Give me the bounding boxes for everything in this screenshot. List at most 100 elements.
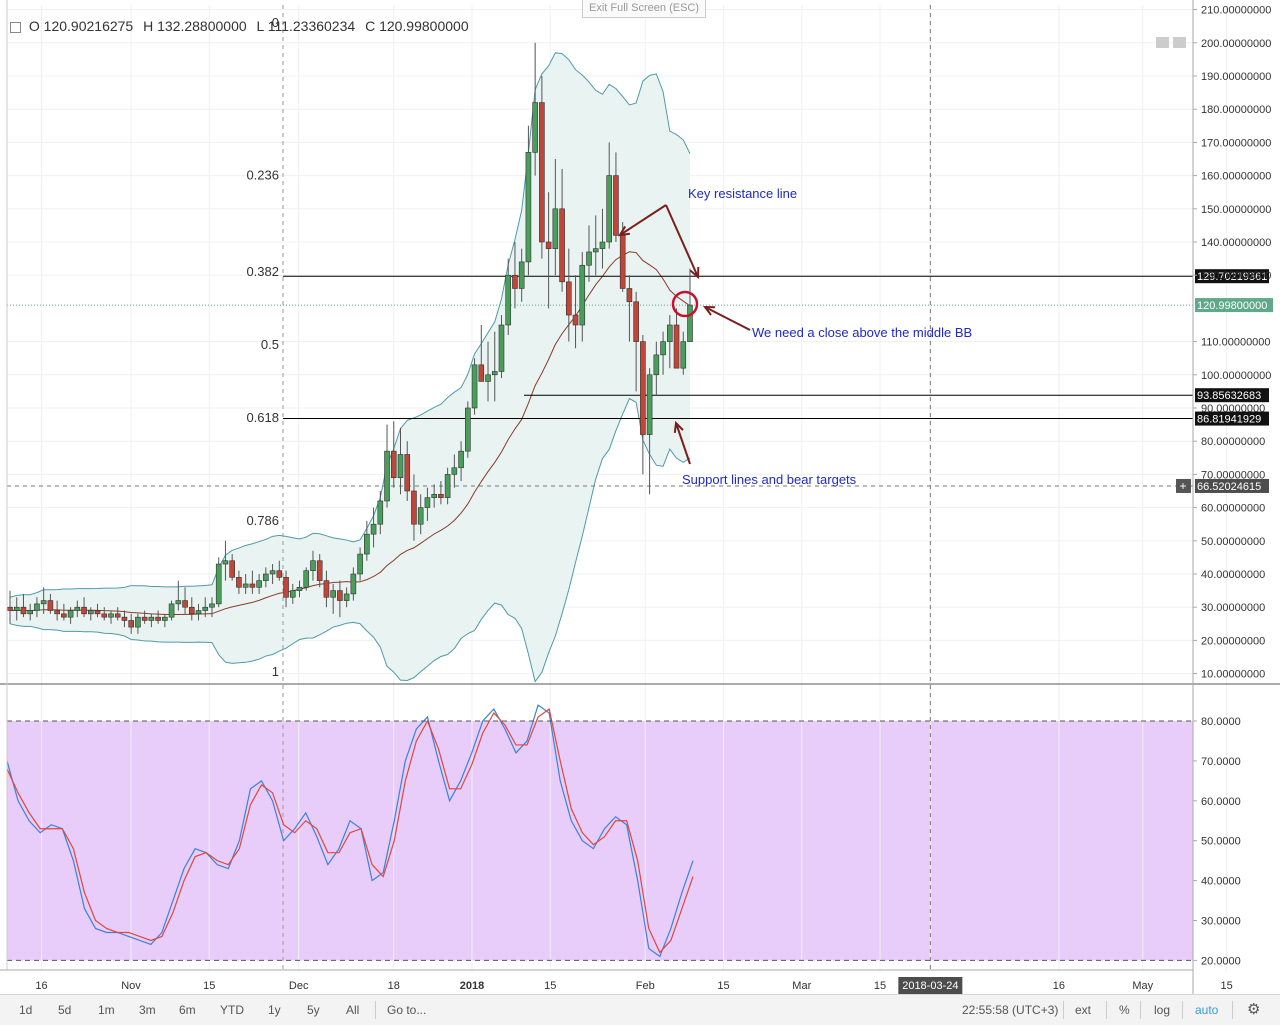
range-5d[interactable]: 5d — [58, 1003, 72, 1017]
annotation-close-above: We need a close above the middle BB — [752, 325, 972, 340]
price-axis-label: 50.00000000 — [1201, 536, 1265, 548]
oscillator-axis-label: 50.0000 — [1201, 836, 1241, 848]
candle-body — [162, 616, 168, 621]
range-1m[interactable]: 1m — [98, 1003, 115, 1017]
fib-label: 0.618 — [246, 410, 279, 425]
toolbar-divider — [1232, 1001, 1233, 1019]
candle-body — [296, 586, 303, 591]
candle-body — [222, 560, 229, 565]
toolbar-divider — [1063, 1001, 1064, 1019]
candle-body — [357, 553, 363, 575]
candle-body — [498, 324, 505, 372]
bollinger-upper-band — [9, 52, 691, 598]
range-1d[interactable]: 1d — [19, 1003, 33, 1017]
current-price-tag-bg — [1195, 298, 1273, 313]
candle-body — [364, 533, 370, 555]
candle-body — [431, 494, 437, 498]
fib-label: 0.236 — [246, 168, 279, 183]
candle-body — [256, 580, 262, 588]
price-label: 93.85632683 — [1197, 390, 1261, 402]
candle-body — [209, 603, 215, 608]
candle-body — [87, 610, 94, 615]
minimize-pane-icon[interactable] — [1156, 37, 1169, 48]
candle-body — [316, 560, 323, 581]
candle-body — [485, 374, 491, 382]
price-axis-label: 70.00000000 — [1201, 469, 1265, 481]
candle-body — [465, 407, 471, 452]
clock-display[interactable]: 22:55:58 (UTC+3) — [962, 1003, 1059, 1017]
crosshair-date-bg — [898, 977, 963, 994]
candle-body — [370, 523, 377, 535]
range-ytd[interactable]: YTD — [220, 1003, 244, 1017]
candle-body — [195, 610, 202, 615]
candle-body — [175, 600, 182, 605]
price-axis-label: 40.00000000 — [1201, 569, 1265, 581]
time-axis-label: Feb — [636, 980, 655, 992]
ext-toggle[interactable]: ext — [1075, 1003, 1092, 1017]
time-axis-label: Nov — [121, 980, 141, 992]
candle-body — [101, 613, 108, 618]
candle-body — [525, 152, 532, 263]
candle-body — [619, 235, 626, 289]
price-axis-label: 60.00000000 — [1201, 503, 1265, 515]
price-axis-label: 110.00000000 — [1201, 337, 1271, 349]
ohlc-legend: O 120.90216275 H 132.28800000 L 111.2336… — [10, 18, 475, 34]
candle-body — [40, 600, 47, 605]
price-axis-label: 30.00000000 — [1201, 602, 1265, 614]
time-axis-label: 15 — [717, 980, 729, 992]
time-axis-label: Dec — [289, 980, 309, 992]
time-axis-label: 15 — [544, 980, 556, 992]
maximize-pane-icon[interactable] — [1173, 37, 1186, 48]
candle-body — [660, 341, 666, 356]
candle-body — [626, 288, 633, 303]
range-5y[interactable]: 5y — [307, 1003, 320, 1017]
oscillator-axis-label: 70.0000 — [1201, 756, 1241, 768]
crosshair-plus-icon: + — [1179, 479, 1186, 493]
gear-icon[interactable]: ⚙ — [1247, 1001, 1261, 1018]
candle-body — [653, 354, 660, 376]
price-axis-label: 100.00000000 — [1201, 370, 1271, 382]
candle-body — [559, 208, 565, 283]
candle-body — [518, 261, 525, 289]
stochastic-band-fill — [7, 721, 1193, 961]
crosshair-date-label: 2018-03-24 — [902, 980, 958, 992]
candle-body — [424, 497, 431, 508]
range-3m[interactable]: 3m — [139, 1003, 156, 1017]
candle-body — [263, 573, 269, 581]
goto-button[interactable]: Go to... — [387, 1003, 427, 1017]
chart-canvas[interactable]: 0 0.236 0.382 0.5 0.618 0.786 1 129.70219361 93.… — [0, 0, 1280, 994]
fib-label: 1 — [272, 664, 279, 679]
fib-label: 0 — [272, 15, 279, 30]
log-toggle[interactable]: log — [1154, 1003, 1171, 1017]
range-all[interactable]: All — [346, 1003, 360, 1017]
candle-body — [249, 583, 256, 588]
candle-body — [505, 274, 512, 326]
price-axis-label: 20.00000000 — [1201, 635, 1265, 647]
range-6m[interactable]: 6m — [179, 1003, 196, 1017]
percent-toggle[interactable]: % — [1119, 1003, 1130, 1017]
price-label: 86.81941929 — [1197, 414, 1261, 426]
auto-toggle[interactable]: auto — [1195, 1003, 1219, 1017]
candle-body — [242, 583, 249, 588]
candle-body — [67, 610, 74, 618]
bottom-toolbar: 1d 5d 1m 3m 6m YTD 1y 5y All Go to... 22… — [0, 994, 1280, 1025]
exit-fullscreen-button[interactable]: Exit Full Screen (ESC) — [582, 0, 706, 18]
range-1y[interactable]: 1y — [268, 1003, 281, 1017]
candle-body — [552, 208, 559, 249]
candle-body — [599, 241, 606, 249]
candle-body — [141, 616, 148, 621]
candle-body — [108, 613, 114, 618]
ohlc-close: C 120.99800000 — [365, 18, 469, 34]
price-axis-label: 10.00000000 — [1201, 669, 1265, 681]
annotation-support: Support lines and bear targets — [682, 472, 857, 487]
ohlc-open: O 120.90216275 — [28, 18, 134, 34]
annotation-arrow-head — [618, 225, 631, 237]
collapse-icon[interactable] — [10, 21, 21, 33]
candle-body — [13, 606, 20, 611]
price-axis-label: 180.00000000 — [1201, 104, 1271, 116]
oscillator-axis-label: 80.0000 — [1201, 716, 1241, 728]
candle-body — [215, 563, 222, 605]
time-axis-label: 15 — [1220, 980, 1232, 992]
oscillator-axis-label: 40.0000 — [1201, 876, 1241, 888]
candle-body — [337, 590, 343, 601]
